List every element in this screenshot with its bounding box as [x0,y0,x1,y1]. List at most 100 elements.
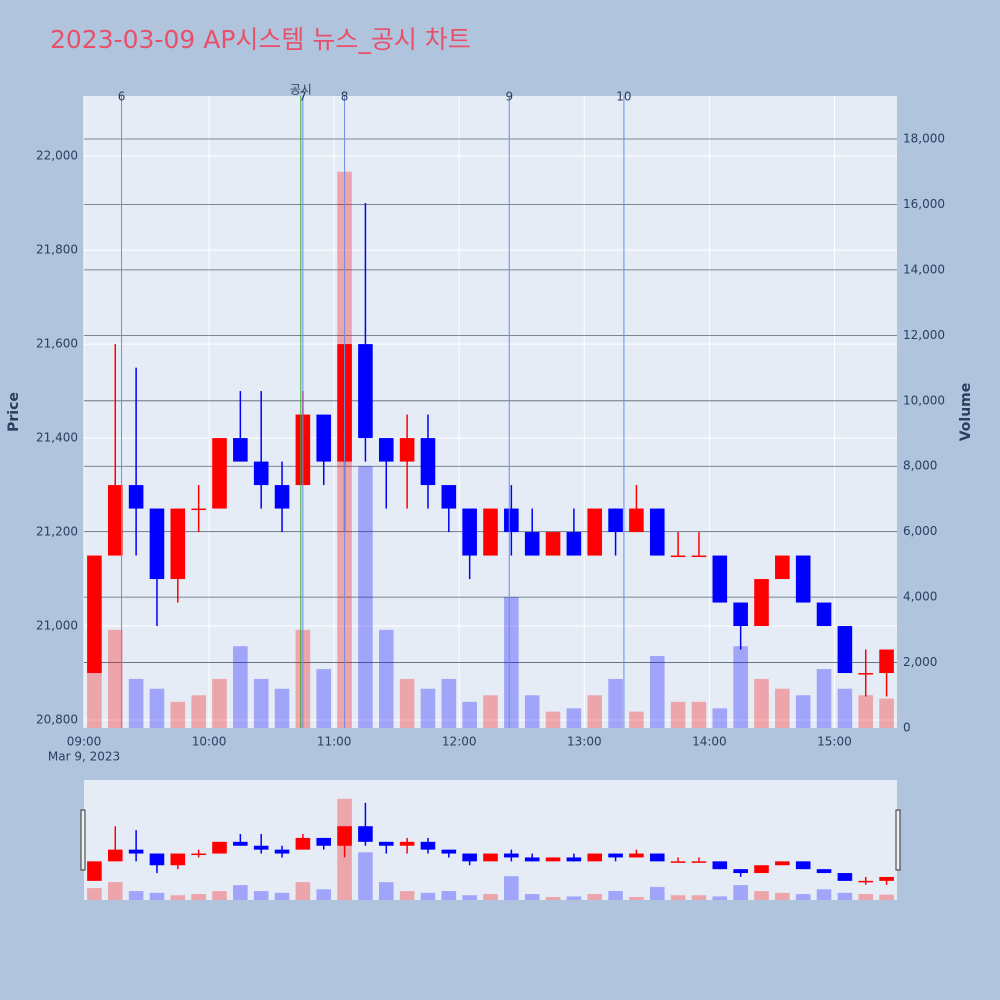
candle-body [274,849,290,854]
candle-body [524,857,540,862]
x-tick-label: 12:00 [442,735,477,749]
volume-bar [629,897,644,900]
x-date-label: Mar 9, 2023 [48,750,120,764]
volume-bar [879,894,894,900]
candle-body [420,438,436,486]
candle-body [358,826,373,842]
volume-bar [670,895,686,900]
x-tick-label: 11:00 [317,735,352,749]
candle-body [233,438,248,462]
volume-bar [816,669,832,728]
range-handle-left[interactable] [80,809,86,871]
volume-bar [483,894,498,900]
volume-bar [566,896,582,900]
candle-body [441,849,457,854]
candle-body [566,857,582,862]
candle-body [191,853,206,856]
y2-tick-label: 2,000 [903,655,937,669]
candle-body [212,438,227,509]
volume-bar [733,885,748,900]
x-tick-label: 10:00 [192,735,227,749]
volume-bar [712,896,728,900]
volume-bar [816,889,832,900]
candle-body [733,869,748,874]
candle-body [858,673,874,675]
volume-bar [795,894,811,900]
volume-bar [170,895,186,900]
y2-tick-label: 0 [903,721,911,735]
candle-body [87,555,102,674]
candle-body [212,841,227,854]
y2-tick-label: 6,000 [903,524,937,538]
candle-body [316,837,332,846]
volume-bar [441,678,457,728]
y2-tick-label: 12,000 [903,328,945,342]
volume-bar [420,688,436,728]
x-tick-label: 13:00 [567,735,602,749]
range-slider[interactable] [84,780,897,900]
candle-body [170,853,186,866]
volume-bar [775,892,790,900]
candle-body [649,508,665,556]
x-tick-label: 09:00 [67,735,102,749]
volume-bar [754,891,769,900]
volume-bar [566,708,582,728]
candle-body [754,579,769,627]
candle-body [879,649,894,674]
candle-body [629,508,644,533]
volume-bar [128,891,144,900]
volume-bar [149,688,165,728]
volume-bar [191,695,206,728]
volume-bar [795,695,811,728]
volume-bar [691,895,707,900]
volume-bar [170,701,186,728]
candle-body [191,508,206,511]
y2-tick-label: 10,000 [903,393,945,407]
candle-body [608,853,623,858]
volume-bar [212,891,227,900]
volume-bar [649,886,665,900]
candle-body [420,841,436,850]
plot-area [84,96,897,728]
volume-bar [107,629,123,728]
volume-bar [128,678,144,728]
volume-bar [545,711,561,728]
annotation-label: 8 [341,90,349,104]
y2-tick-label: 18,000 [903,132,945,146]
candle-body [629,853,644,858]
candle-body [775,861,790,866]
candle-body [816,869,832,874]
volume-bar [587,894,603,900]
volume-bar [837,688,853,728]
volume-bar [378,629,394,728]
volume-bar [608,678,623,728]
volume-bar [462,895,477,900]
candle-body [337,826,352,846]
candle-body [253,461,269,486]
candle-body [691,861,707,863]
candle-body [649,853,665,862]
volume-bar [274,688,290,728]
candle-body [837,626,853,674]
candle-body [233,841,248,846]
candle-body [253,845,269,850]
range-handle-right[interactable] [895,809,901,871]
volume-bar [253,891,269,900]
candle-body [316,414,332,462]
candle-body [733,602,748,627]
y-tick-label: 21,200 [36,525,78,539]
candle-body [670,555,686,558]
candle-body [441,485,457,509]
volume-bar [233,885,248,900]
candle-body [274,485,290,509]
volume-bar [316,669,332,728]
candle-body [483,853,498,862]
volume-bar [295,882,311,900]
volume-bar [420,892,436,900]
volume-bar [691,701,707,728]
volume-bar [212,678,227,728]
volume-bar [378,882,394,900]
y2-tick-label: 4,000 [903,590,937,604]
candle-body [504,508,519,533]
volume-bar [858,695,874,728]
